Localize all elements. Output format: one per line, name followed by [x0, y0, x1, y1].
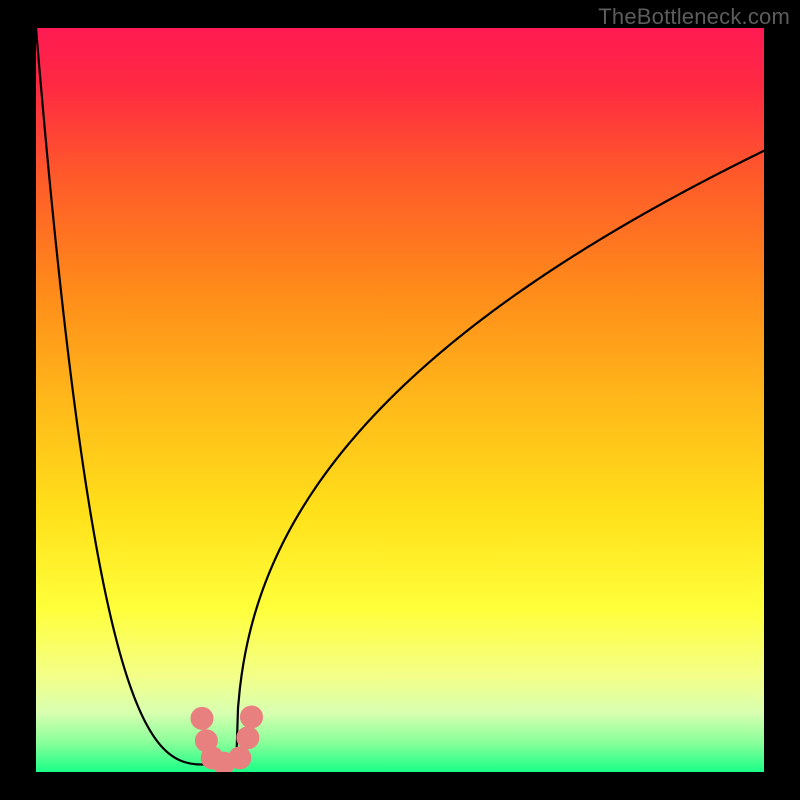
marker-dot — [191, 707, 213, 729]
plot-background — [36, 28, 764, 772]
marker-dot — [237, 727, 259, 749]
watermark-text: TheBottleneck.com — [598, 4, 790, 30]
marker-dot — [240, 706, 262, 728]
chart-stage: TheBottleneck.com — [0, 0, 800, 800]
marker-dot — [229, 747, 251, 769]
bottleneck-chart — [0, 0, 800, 800]
